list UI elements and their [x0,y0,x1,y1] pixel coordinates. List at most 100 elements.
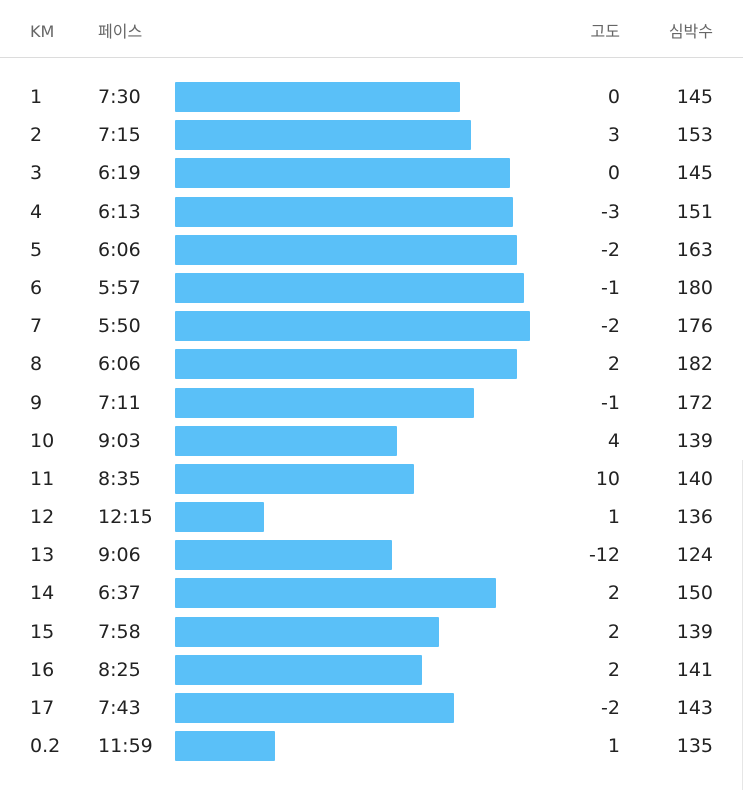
split-heart-rate: 145 [676,86,713,108]
split-pace: 12:15 [98,506,153,529]
split-km: 15 [30,620,55,643]
split-altitude: 2 [607,658,620,681]
split-heart-rate: 139 [676,620,713,643]
split-pace: 5:50 [98,315,141,338]
pace-bar [175,616,439,647]
column-header-km: KM [30,22,55,41]
split-heart-rate: 153 [676,124,713,147]
pace-bar [175,272,524,303]
split-heart-rate: 176 [676,315,713,338]
split-pace: 6:37 [98,582,141,605]
split-km: 13 [30,544,55,567]
split-km: 5 [30,238,43,261]
pace-bar [175,540,392,571]
split-pace: 8:35 [98,467,141,490]
split-row: 17 7:43 -2 143 [0,689,743,727]
split-pace: 6:06 [98,353,141,376]
split-heart-rate: 140 [676,467,713,490]
split-altitude: -2 [601,697,620,719]
split-row: 13 9:06 -12 124 [0,536,743,574]
split-heart-rate: 124 [676,544,713,567]
split-km: 2 [30,124,43,147]
split-pace: 9:06 [98,544,141,567]
split-pace: 7:43 [98,697,141,719]
split-row: 14 6:37 2 150 [0,574,743,612]
split-row: 1 7:30 0 145 [0,78,743,116]
split-heart-rate: 136 [676,506,713,529]
pace-bar [175,349,517,380]
split-km: 16 [30,658,55,681]
split-row: 3 6:19 0 145 [0,154,743,192]
splits-table-body: 1 7:30 0 145 2 7:15 3 153 3 6:19 0 145 4 6:13 -3 151 5 6:… [0,78,743,765]
split-altitude: 1 [607,735,620,758]
pace-bar [175,463,414,494]
split-row: 2 7:15 3 153 [0,116,743,154]
pace-bar [175,502,264,533]
pace-bar [175,311,530,342]
split-pace: 7:15 [98,124,141,147]
pace-bar [175,196,513,227]
split-altitude: 2 [607,353,620,376]
split-row: 7 5:50 -2 176 [0,307,743,345]
split-altitude: 4 [607,429,620,452]
split-pace: 7:30 [98,86,141,108]
split-altitude: -1 [601,276,620,299]
split-pace: 8:25 [98,658,141,681]
split-altitude: 0 [607,86,620,108]
split-km: 4 [30,200,43,223]
split-pace: 6:06 [98,238,141,261]
split-row: 12 12:15 1 136 [0,498,743,536]
split-heart-rate: 182 [676,353,713,376]
split-heart-rate: 145 [676,162,713,185]
split-km: 1 [30,86,43,108]
pace-bar [175,158,510,189]
column-header-pace: 페이스 [98,22,143,41]
split-altitude: 2 [607,620,620,643]
pace-bar [175,731,275,762]
split-pace: 9:03 [98,429,141,452]
splits-table-header: KM 페이스 고도 심박수 [0,0,743,58]
split-row: 10 9:03 4 139 [0,422,743,460]
split-altitude: 2 [607,582,620,605]
split-heart-rate: 151 [676,200,713,223]
split-km: 11 [30,467,55,490]
split-km: 0.2 [30,735,61,758]
split-heart-rate: 163 [676,238,713,261]
pace-bar [175,82,460,112]
split-row: 5 6:06 -2 163 [0,231,743,269]
split-heart-rate: 141 [676,658,713,681]
split-row: 9 7:11 -1 172 [0,384,743,422]
split-pace: 7:58 [98,620,141,643]
pace-bar [175,693,454,723]
split-pace: 6:13 [98,200,141,223]
split-row: 8 6:06 2 182 [0,345,743,383]
split-heart-rate: 180 [676,276,713,299]
pace-bar [175,234,517,265]
split-km: 10 [30,429,55,452]
pace-bar [175,120,471,151]
split-heart-rate: 150 [676,582,713,605]
split-heart-rate: 143 [676,697,713,719]
split-pace: 11:59 [98,735,153,758]
split-pace: 5:57 [98,276,141,299]
split-pace: 6:19 [98,162,141,185]
split-heart-rate: 139 [676,429,713,452]
split-altitude: -2 [601,315,620,338]
column-header-altitude: 고도 [590,22,620,41]
split-heart-rate: 172 [676,391,713,414]
pace-bar [175,387,474,418]
split-km: 17 [30,697,55,719]
split-altitude: -1 [601,391,620,414]
split-km: 6 [30,276,43,299]
pace-bar [175,578,496,609]
split-heart-rate: 135 [676,735,713,758]
pace-bar [175,425,397,456]
split-pace: 7:11 [98,391,141,414]
split-km: 14 [30,582,55,605]
split-altitude: -2 [601,238,620,261]
split-altitude: 3 [607,124,620,147]
pace-bar [175,654,422,685]
split-altitude: -12 [588,544,620,567]
split-altitude: 1 [607,506,620,529]
split-row: 0.2 11:59 1 135 [0,727,743,765]
